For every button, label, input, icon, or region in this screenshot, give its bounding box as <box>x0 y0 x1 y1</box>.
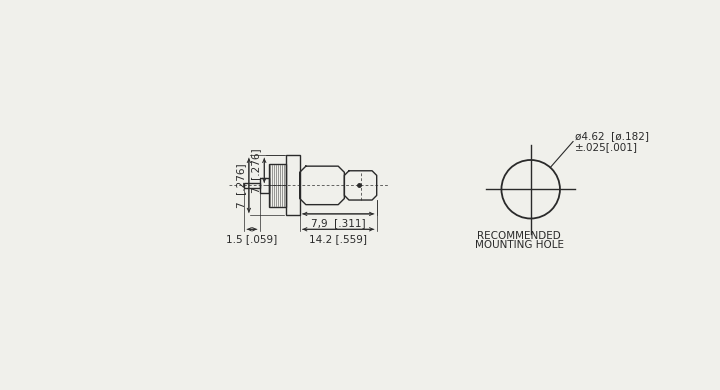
Bar <box>260 178 269 193</box>
Bar <box>286 155 300 215</box>
Bar <box>269 164 286 207</box>
Text: 7,9  [.311]: 7,9 [.311] <box>311 218 366 229</box>
Text: 14.2 [.559]: 14.2 [.559] <box>309 234 367 244</box>
Text: 1.5 [.059]: 1.5 [.059] <box>226 234 278 244</box>
Text: RECOMMENDED: RECOMMENDED <box>477 231 561 241</box>
Text: MOUNTING HOLE: MOUNTING HOLE <box>474 240 564 250</box>
Text: 7  [.276]: 7 [.276] <box>236 163 246 208</box>
Bar <box>244 183 260 188</box>
Text: ±.025[.001]: ±.025[.001] <box>575 142 639 152</box>
Text: 7  [.276]: 7 [.276] <box>251 148 261 193</box>
Text: ø4.62  [ø.182]: ø4.62 [ø.182] <box>575 131 649 141</box>
